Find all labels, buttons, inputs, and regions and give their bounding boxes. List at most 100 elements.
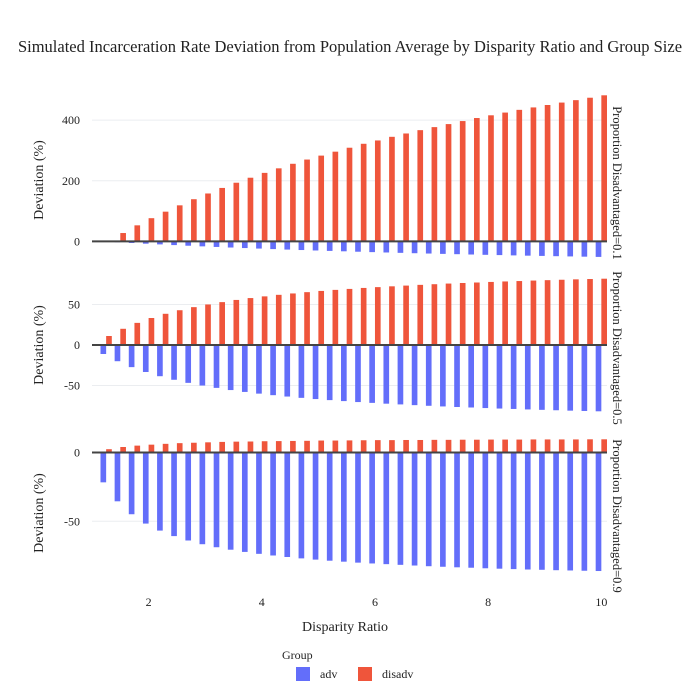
bar-disadv <box>445 124 452 242</box>
bar-disadv <box>290 440 296 453</box>
bar-disadv <box>601 278 607 345</box>
bar-disadv <box>162 211 169 242</box>
legend-title: Group <box>282 648 313 662</box>
bar-disadv <box>318 155 325 242</box>
bar-adv <box>539 452 545 570</box>
bar-disadv <box>304 159 310 242</box>
bar-adv <box>227 345 234 391</box>
bar-disadv <box>488 439 494 453</box>
bar-adv <box>553 345 559 411</box>
bar-disadv <box>389 286 395 345</box>
bar-disadv <box>275 168 282 242</box>
bar-adv <box>185 452 192 541</box>
bar-disadv <box>219 302 225 345</box>
bar-disadv <box>474 118 480 242</box>
bar-disadv <box>275 294 282 345</box>
bar-disadv <box>318 290 325 345</box>
bar-adv <box>383 452 390 565</box>
bar-adv <box>468 241 475 255</box>
bar-adv <box>312 241 319 251</box>
bar-disadv <box>219 441 225 453</box>
x-tick-label: 2 <box>146 595 152 609</box>
bar-adv <box>270 345 276 396</box>
bar-disadv <box>573 439 579 453</box>
bar-adv <box>539 345 545 410</box>
bar-disadv <box>544 105 551 242</box>
bar-adv <box>256 345 262 394</box>
bar-disadv <box>587 279 593 345</box>
bar-adv <box>326 345 333 401</box>
bar-disadv <box>247 298 254 345</box>
bar-adv <box>567 345 574 411</box>
bar-adv <box>411 241 418 254</box>
bar-adv <box>496 241 503 256</box>
y-tick-label: 0 <box>74 234 80 248</box>
bar-disadv <box>431 284 438 345</box>
bar-disadv <box>205 304 211 345</box>
bar-disadv <box>332 440 339 453</box>
bar-disadv <box>191 307 197 345</box>
legend-entry-disadv: disadv <box>382 667 413 681</box>
bar-disadv <box>530 107 537 242</box>
bar-adv <box>213 452 220 548</box>
bar-adv <box>157 241 163 245</box>
bar-adv <box>581 452 588 571</box>
bar-disadv <box>346 288 353 345</box>
bar-disadv <box>403 285 409 345</box>
bar-adv <box>482 452 489 569</box>
bar-disadv <box>573 100 579 242</box>
bar-adv <box>128 452 135 515</box>
bar-adv <box>100 345 107 354</box>
bar-adv <box>567 241 574 257</box>
bar-disadv <box>445 439 452 453</box>
bar-disadv <box>191 199 197 242</box>
y-axis-title: Deviation (%) <box>32 305 47 385</box>
bar-adv <box>496 345 503 409</box>
bar-disadv <box>360 143 367 242</box>
bar-adv <box>312 452 319 560</box>
bar-adv <box>581 241 588 257</box>
x-tick-label: 8 <box>485 595 491 609</box>
bar-disadv <box>346 147 353 242</box>
bar-adv <box>553 452 559 571</box>
bar-adv <box>341 241 347 252</box>
bar-adv <box>341 452 347 562</box>
bar-disadv <box>304 440 310 453</box>
bar-disadv <box>162 443 169 453</box>
bar-disadv <box>459 439 466 453</box>
bar-adv <box>114 452 121 502</box>
bar-disadv <box>544 439 551 453</box>
y-tick-label: 50 <box>68 297 80 311</box>
bar-disadv <box>403 439 409 453</box>
bar-adv <box>510 241 517 256</box>
y-tick-label: 200 <box>62 174 80 188</box>
y-axis-title: Deviation (%) <box>32 473 47 553</box>
bar-adv <box>284 345 291 397</box>
y-tick-label: 0 <box>74 446 80 460</box>
legend-swatch-adv <box>296 667 310 681</box>
bar-adv <box>284 452 291 557</box>
bar-adv <box>142 241 149 244</box>
bar-disadv <box>275 441 282 453</box>
bar-disadv <box>573 279 579 345</box>
bar-adv <box>213 241 220 247</box>
bar-disadv <box>148 444 155 453</box>
bar-disadv <box>233 441 240 453</box>
bar-disadv <box>219 187 225 242</box>
bar-disadv <box>403 133 409 242</box>
bar-adv <box>100 452 107 483</box>
bar-disadv <box>332 151 339 242</box>
bar-adv <box>425 452 432 567</box>
bar-disadv <box>318 440 325 453</box>
x-axis-title: Disparity Ratio <box>302 620 388 635</box>
bar-adv <box>142 345 149 372</box>
bar-adv <box>270 452 276 556</box>
bar-disadv <box>488 281 494 345</box>
bar-disadv <box>290 293 296 345</box>
bar-adv <box>298 345 305 398</box>
facet-panel: 0 200 400 Deviation (%) Proportion Disadvant… <box>32 95 624 260</box>
bar-adv <box>454 241 460 255</box>
bar-adv <box>369 452 375 564</box>
bar-disadv <box>502 281 508 345</box>
bar-disadv <box>134 445 141 453</box>
